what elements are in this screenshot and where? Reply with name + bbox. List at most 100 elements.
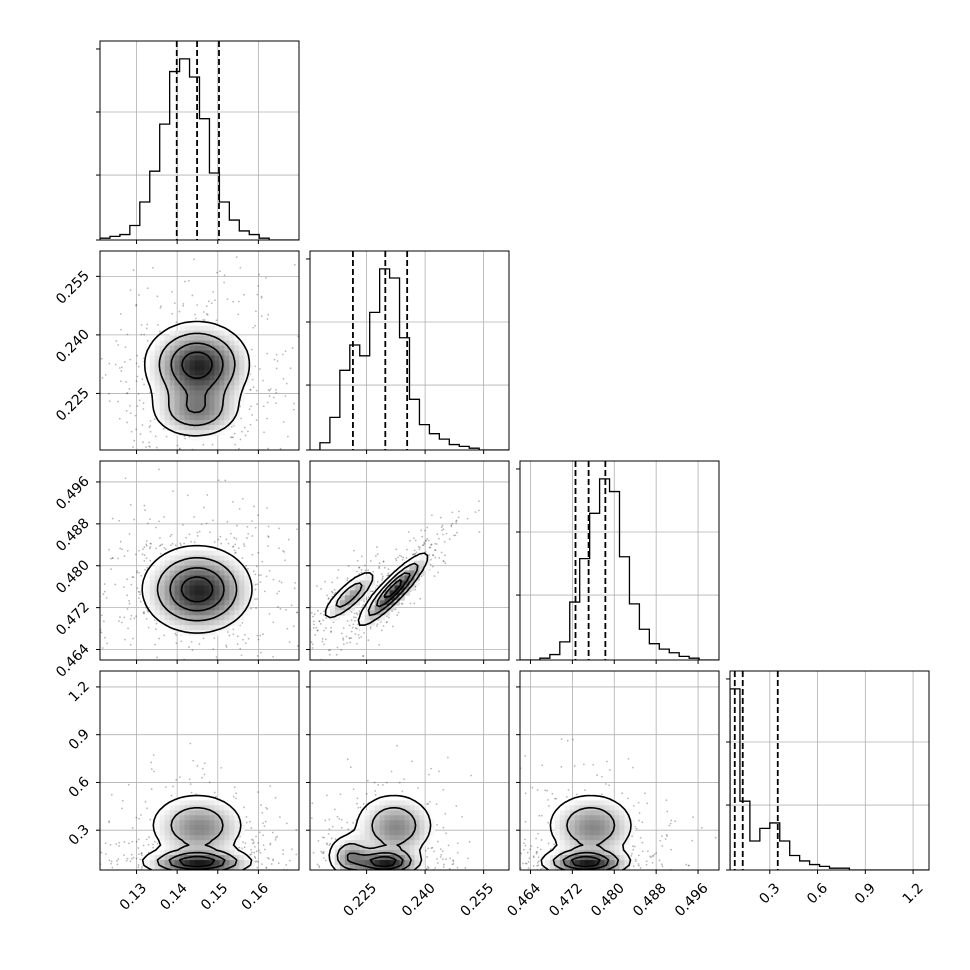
density-cell: [199, 825, 205, 831]
density-cell: [194, 415, 200, 421]
scatter-point: [188, 646, 190, 648]
density-cell: [214, 565, 220, 571]
scatter-point: [93, 411, 95, 413]
scatter-point: [189, 742, 192, 745]
density-cell: [379, 825, 386, 831]
density-cell: [584, 855, 591, 861]
density-cell: [399, 575, 405, 581]
scatter-point: [333, 588, 336, 591]
density-cell: [399, 820, 405, 826]
density-cell: [399, 825, 405, 831]
density-cell: [339, 600, 346, 606]
density-cell: [149, 570, 156, 576]
scatter-point: [143, 383, 145, 386]
density-cell: [329, 615, 336, 621]
density-cell: [369, 620, 376, 626]
scatter-point: [418, 548, 421, 551]
density-cell: [184, 600, 190, 606]
scatter-point: [123, 361, 126, 363]
scatter-point: [397, 611, 400, 614]
density-cell: [219, 370, 225, 376]
scatter-point: [137, 847, 140, 849]
density-cell: [214, 615, 220, 621]
scatter-point: [449, 857, 451, 860]
density-cell: [359, 825, 366, 831]
scatter-point: [350, 637, 353, 639]
scatter-point: [117, 344, 120, 346]
scatter-point: [327, 598, 330, 600]
scatter-point: [337, 878, 339, 880]
scatter-point: [440, 526, 443, 529]
density-cell: [229, 365, 235, 371]
scatter-point: [443, 863, 445, 866]
density-cell: [164, 860, 171, 866]
density-cell: [429, 825, 435, 831]
scatter-point: [503, 851, 505, 853]
density-cell: [174, 550, 180, 556]
density-cell: [384, 810, 390, 816]
density-cell: [199, 580, 205, 586]
density-cell: [189, 590, 195, 596]
scatter-point: [401, 790, 404, 793]
density-cell: [184, 430, 190, 436]
density-cell: [159, 385, 166, 391]
density-cell: [194, 620, 200, 626]
scatter-point: [438, 537, 440, 540]
scatter-point: [421, 872, 423, 874]
scatter-point: [187, 877, 189, 879]
scatter-point: [254, 324, 256, 327]
density-cell: [164, 815, 171, 821]
density-cell: [154, 390, 161, 396]
scatter-point: [247, 875, 249, 877]
scatter-point: [137, 838, 140, 841]
density-cell: [214, 405, 220, 411]
contour-line: [540, 794, 632, 870]
scatter-point: [354, 619, 356, 622]
scatter-point: [170, 794, 173, 797]
density-cell: [229, 845, 235, 851]
scatter-point: [535, 837, 537, 840]
scatter-point: [254, 588, 257, 591]
scatter-point: [365, 792, 368, 795]
scatter-point: [343, 875, 345, 877]
scatter-point: [232, 436, 234, 439]
scatter-point: [306, 622, 308, 624]
density-cell: [394, 850, 400, 856]
density-cell: [214, 820, 220, 826]
density-cell: [559, 830, 566, 836]
density-cell: [369, 585, 376, 591]
density-cell: [374, 820, 381, 826]
density-cell: [609, 855, 615, 861]
scatter-point: [426, 856, 429, 858]
density-cell: [559, 845, 566, 851]
scatter-point: [316, 629, 319, 632]
density-cell: [204, 840, 210, 846]
density-cell: [209, 350, 215, 356]
scatter-point: [358, 877, 360, 879]
scatter-point: [145, 617, 148, 620]
density-cell: [159, 855, 166, 861]
density-cell: [619, 820, 625, 826]
density-cell: [614, 825, 620, 831]
scatter-point: [172, 785, 174, 788]
scatter-point: [231, 436, 233, 439]
density-cell: [214, 855, 220, 861]
density-cell: [234, 855, 240, 861]
density-cell: [409, 565, 415, 571]
density-cell: [394, 860, 400, 866]
scatter-point: [236, 635, 239, 638]
density-cell: [204, 400, 210, 406]
scatter-point: [645, 863, 648, 866]
scatter-point: [132, 637, 134, 640]
scatter-point: [417, 878, 419, 880]
scatter-point: [275, 391, 278, 394]
scatter-point: [658, 859, 661, 862]
scatter-point: [276, 605, 279, 608]
scatter-point: [330, 837, 333, 840]
density-cell: [164, 615, 171, 621]
scatter-point: [101, 377, 104, 379]
scatter-point: [164, 548, 167, 551]
density-cell: [379, 610, 386, 616]
scatter-point: [381, 784, 384, 786]
density-cell: [229, 865, 235, 870]
